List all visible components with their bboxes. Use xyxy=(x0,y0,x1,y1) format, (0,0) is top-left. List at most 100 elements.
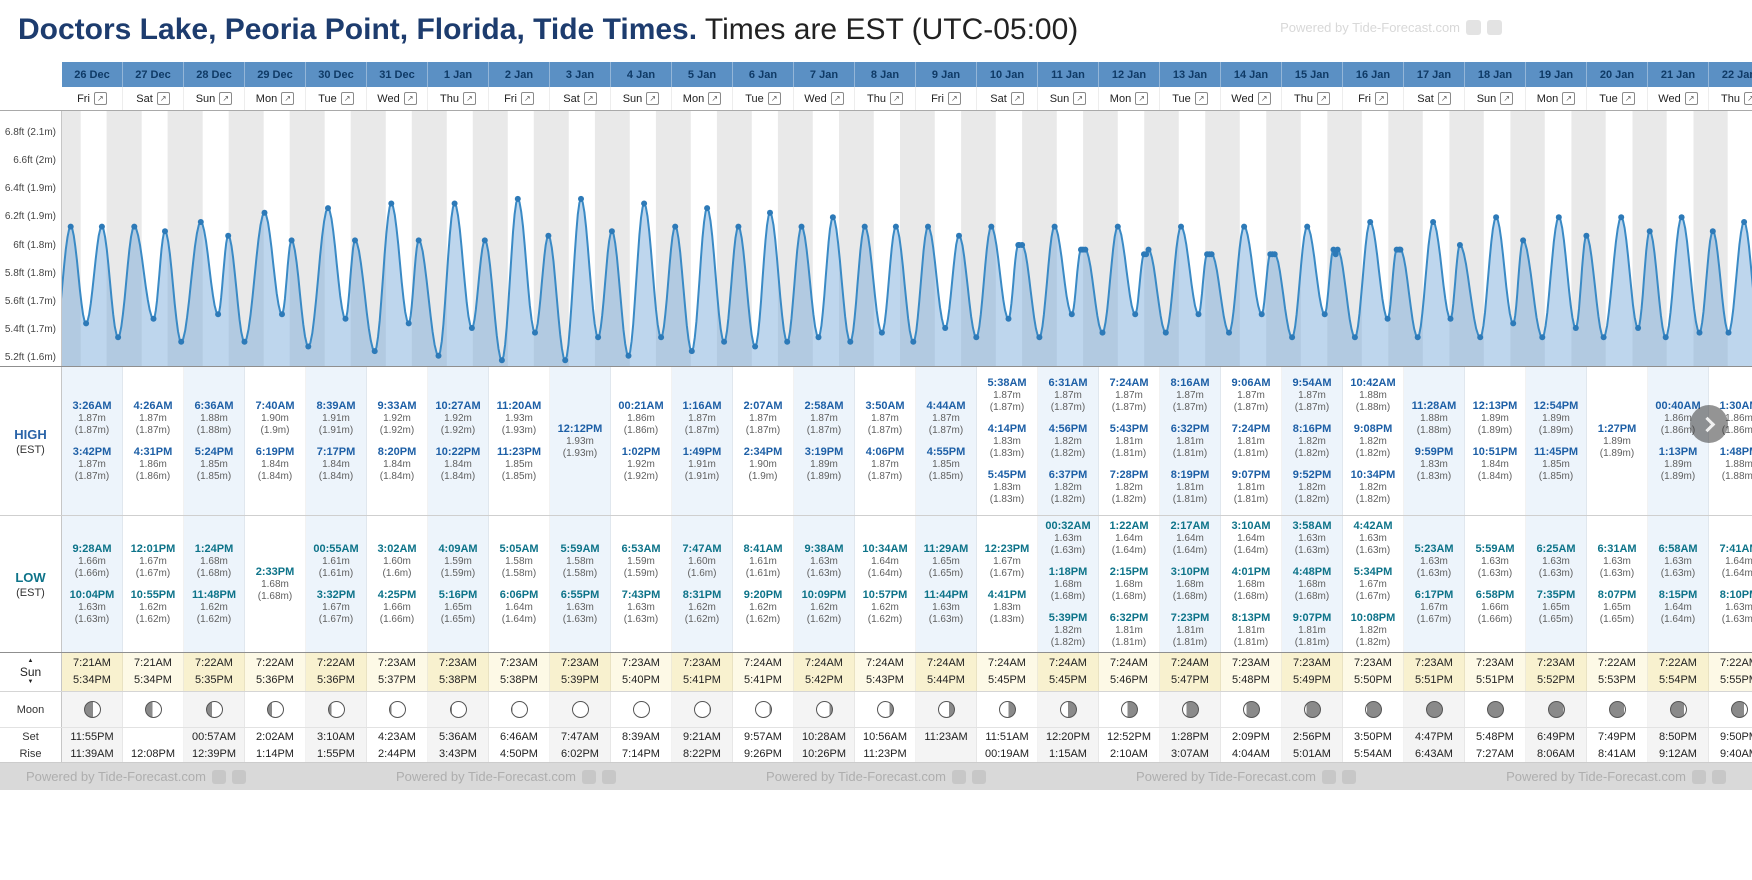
sun-cell: 7:22AM 5:55PM xyxy=(1709,653,1752,691)
date-header-cell[interactable]: 3 Jan xyxy=(550,62,611,87)
date-header-cell[interactable]: 1 Jan xyxy=(428,62,489,87)
high-tide-height-alt: (1.91m) xyxy=(318,425,354,436)
expand-day-icon[interactable]: ↗ xyxy=(1743,92,1752,105)
date-header-cell[interactable]: 8 Jan xyxy=(855,62,916,87)
high-tide-height-alt: (1.86m) xyxy=(623,425,659,436)
low-tide-cell: 2:33PM 1.68m (1.68m) xyxy=(245,516,306,652)
expand-day-icon[interactable]: ↗ xyxy=(281,92,295,105)
expand-day-icon[interactable]: ↗ xyxy=(1621,92,1635,105)
high-tide-entry: 4:55PM 1.85m (1.85m) xyxy=(927,445,966,483)
date-header-cell[interactable]: 20 Jan xyxy=(1587,62,1648,87)
expand-day-icon[interactable]: ↗ xyxy=(947,92,961,105)
expand-day-icon[interactable]: ↗ xyxy=(889,92,903,105)
low-tide-height: 1.63m xyxy=(1359,533,1387,544)
expand-day-icon[interactable]: ↗ xyxy=(219,92,233,105)
date-header-cell[interactable]: 6 Jan xyxy=(733,62,794,87)
expand-day-icon[interactable]: ↗ xyxy=(1194,92,1208,105)
date-header-cell[interactable]: 12 Jan xyxy=(1099,62,1160,87)
date-header-cell[interactable]: 31 Dec xyxy=(367,62,428,87)
date-header-cell[interactable]: 15 Jan xyxy=(1282,62,1343,87)
date-header-cell[interactable]: 13 Jan xyxy=(1160,62,1221,87)
high-tide-height: 1.86m xyxy=(627,413,655,424)
low-tide-entry: 11:29AM 1.65m (1.65m) xyxy=(924,542,969,580)
expand-day-icon[interactable]: ↗ xyxy=(646,92,660,105)
low-tide-time: 10:34AM xyxy=(862,543,908,555)
low-tide-time: 1:22AM xyxy=(1109,520,1149,532)
expand-day-icon[interactable]: ↗ xyxy=(583,92,597,105)
sunrise-time: 7:23AM xyxy=(378,657,416,669)
date-header-cell[interactable]: 19 Jan xyxy=(1526,62,1587,87)
expand-day-icon[interactable]: ↗ xyxy=(340,92,354,105)
expand-day-icon[interactable]: ↗ xyxy=(93,92,107,105)
expand-day-icon[interactable]: ↗ xyxy=(1135,92,1149,105)
date-header-cell[interactable]: 26 Dec xyxy=(62,62,123,87)
moonrise-time: 5:54AM xyxy=(1343,745,1404,762)
low-tide-height: 1.60m xyxy=(383,556,411,567)
high-tide-height-alt: (1.83m) xyxy=(1416,471,1452,482)
sunrise-time: 7:24AM xyxy=(1049,657,1087,669)
low-tide-height-alt: (1.59m) xyxy=(440,568,476,579)
high-tide-height-alt: (1.85m) xyxy=(1538,471,1574,482)
y-axis-label: 5.2ft (1.6m) xyxy=(4,352,56,363)
date-header-cell[interactable]: 2 Jan xyxy=(489,62,550,87)
moon-phase-icon xyxy=(1181,701,1199,718)
date-header-cell[interactable]: 9 Jan xyxy=(916,62,977,87)
moon-phase-icon xyxy=(1669,701,1687,718)
expand-day-icon[interactable]: ↗ xyxy=(1010,92,1024,105)
sunset-time: 5:36PM xyxy=(256,674,294,686)
date-header-cell[interactable]: 10 Jan xyxy=(977,62,1038,87)
weekday-cell: Fri ↗ xyxy=(916,87,977,110)
high-tide-entry: 11:23PM 1.85m (1.85m) xyxy=(497,445,541,483)
weekday-label: Mon xyxy=(682,92,705,105)
high-tide-time: 1:27PM xyxy=(1597,423,1637,435)
expand-day-icon[interactable]: ↗ xyxy=(403,92,417,105)
high-tide-height: 1.90m xyxy=(749,459,777,470)
moonrise-time: 8:06AM xyxy=(1526,745,1587,762)
date-header-cell[interactable]: 21 Jan xyxy=(1648,62,1709,87)
expand-day-icon[interactable]: ↗ xyxy=(1073,92,1087,105)
low-tide-entry: 3:32PM 1.67m (1.67m) xyxy=(317,588,356,626)
date-header-cell[interactable]: 11 Jan xyxy=(1038,62,1099,87)
sunset-arrow-icon: ▼ xyxy=(27,679,34,685)
date-header-cell[interactable]: 17 Jan xyxy=(1404,62,1465,87)
date-header-cell[interactable]: 29 Dec xyxy=(245,62,306,87)
date-header-cell[interactable]: 5 Jan xyxy=(672,62,733,87)
high-tide-height: 1.84m xyxy=(383,459,411,470)
weekday-label: Mon xyxy=(1109,92,1132,105)
next-days-button[interactable] xyxy=(1690,405,1728,443)
weekday-label: Sun xyxy=(1476,92,1497,105)
date-header-cell[interactable]: 16 Jan xyxy=(1343,62,1404,87)
high-tide-time: 7:28PM xyxy=(1109,469,1149,481)
moonset-time: 8:50PM xyxy=(1648,728,1709,745)
expand-day-icon[interactable]: ↗ xyxy=(1562,92,1576,105)
date-header-cell[interactable]: 27 Dec xyxy=(123,62,184,87)
low-tide-time: 6:32PM xyxy=(1109,612,1149,624)
date-header-cell[interactable]: 4 Jan xyxy=(611,62,672,87)
expand-day-icon[interactable]: ↗ xyxy=(708,92,722,105)
expand-day-icon[interactable]: ↗ xyxy=(830,92,844,105)
expand-day-icon[interactable]: ↗ xyxy=(1316,92,1330,105)
date-header-cell[interactable]: 14 Jan xyxy=(1221,62,1282,87)
high-tide-height-alt: (1.86m) xyxy=(1660,425,1696,436)
low-tide-height: 1.63m xyxy=(932,602,960,613)
date-header-cell[interactable]: 7 Jan xyxy=(794,62,855,87)
expand-day-icon[interactable]: ↗ xyxy=(1500,92,1514,105)
expand-day-icon[interactable]: ↗ xyxy=(520,92,534,105)
date-header-cell[interactable]: 28 Dec xyxy=(184,62,245,87)
expand-day-icon[interactable]: ↗ xyxy=(1257,92,1271,105)
date-header-cell[interactable]: 18 Jan xyxy=(1465,62,1526,87)
moonset-time: 6:49PM xyxy=(1526,728,1587,745)
moonset-time: 12:20PM xyxy=(1038,728,1099,745)
expand-day-icon[interactable]: ↗ xyxy=(767,92,781,105)
high-tide-height: 1.88m xyxy=(1725,459,1752,470)
expand-day-icon[interactable]: ↗ xyxy=(1437,92,1451,105)
date-header-cell[interactable]: 30 Dec xyxy=(306,62,367,87)
date-header-cell[interactable]: 22 Jan xyxy=(1709,62,1752,87)
expand-day-icon[interactable]: ↗ xyxy=(156,92,170,105)
expand-day-icon[interactable]: ↗ xyxy=(462,92,476,105)
expand-day-icon[interactable]: ↗ xyxy=(1374,92,1388,105)
low-tide-entry: 3:10AM 1.64m (1.64m) xyxy=(1231,519,1270,557)
expand-day-icon[interactable]: ↗ xyxy=(1684,92,1698,105)
low-tide-height: 1.82m xyxy=(1359,625,1387,636)
sunrise-time: 7:23AM xyxy=(1293,657,1331,669)
